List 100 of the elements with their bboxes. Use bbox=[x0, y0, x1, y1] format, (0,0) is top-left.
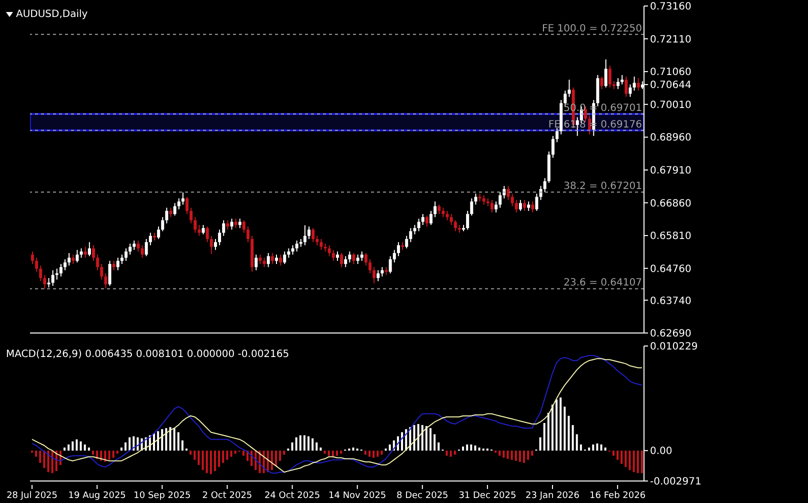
candlestick bbox=[372, 266, 376, 284]
candlestick bbox=[466, 210, 470, 230]
bar bbox=[640, 450, 643, 474]
candlestick bbox=[523, 199, 526, 212]
candlestick bbox=[600, 76, 604, 90]
candlestick bbox=[266, 252, 270, 268]
bar bbox=[177, 432, 180, 451]
bar bbox=[316, 442, 318, 451]
y-tick-label: 0.68960 bbox=[650, 132, 692, 144]
bar bbox=[88, 448, 90, 451]
bar bbox=[274, 450, 277, 466]
candlestick bbox=[51, 270, 54, 286]
bar bbox=[332, 450, 334, 457]
y-tick-label: 0.65810 bbox=[650, 231, 692, 242]
candlestick bbox=[161, 216, 164, 232]
candlestick bbox=[624, 76, 628, 98]
bar bbox=[620, 450, 623, 464]
bar bbox=[518, 450, 521, 462]
bar bbox=[616, 450, 619, 460]
candlestick bbox=[535, 193, 538, 212]
bar bbox=[303, 435, 306, 451]
bar bbox=[527, 450, 530, 460]
bar bbox=[580, 444, 582, 451]
bar bbox=[190, 450, 192, 455]
bar bbox=[438, 442, 440, 451]
bar bbox=[624, 450, 627, 467]
candlestick bbox=[470, 198, 474, 216]
bar bbox=[352, 448, 354, 451]
candlestick bbox=[218, 229, 222, 246]
candlestick bbox=[425, 215, 428, 227]
candlestick bbox=[588, 115, 592, 135]
candlestick bbox=[356, 254, 360, 264]
candlestick bbox=[234, 218, 238, 229]
bar bbox=[470, 444, 472, 451]
x-tick-label: 24 Oct 2025 bbox=[264, 491, 320, 501]
bar bbox=[372, 450, 375, 458]
y-tick-label: 0.70010 bbox=[650, 100, 692, 111]
bar bbox=[68, 444, 70, 451]
candlestick bbox=[434, 201, 437, 218]
candlestick bbox=[320, 238, 323, 250]
candlestick bbox=[214, 238, 217, 250]
candlestick bbox=[316, 235, 319, 246]
x-tick-label: 23 Jan 2026 bbox=[526, 491, 580, 501]
y-tick-label: -0.002971 bbox=[650, 476, 702, 488]
y-tick-label: 0.010229 bbox=[650, 342, 698, 353]
bar bbox=[39, 450, 42, 463]
candlestick bbox=[344, 256, 348, 268]
candlestick bbox=[270, 252, 274, 264]
candlestick bbox=[108, 260, 112, 286]
bar bbox=[157, 431, 160, 451]
bar bbox=[450, 450, 452, 457]
candlestick bbox=[413, 224, 416, 235]
bar bbox=[510, 450, 513, 460]
y-tick-label: 0.71060 bbox=[650, 67, 692, 78]
bar bbox=[234, 450, 236, 454]
bar bbox=[218, 450, 220, 467]
x-tick-label: 8 Dec 2025 bbox=[396, 491, 448, 501]
chart-title: MACD(12,26,9) 0.006435 0.008101 0.000000 -0.002165 bbox=[6, 349, 290, 360]
bar bbox=[340, 450, 342, 454]
x-tick-label: 19 Aug 2025 bbox=[68, 491, 126, 501]
x-tick-label: 14 Nov 2025 bbox=[328, 491, 386, 501]
candlestick bbox=[543, 178, 546, 193]
candlestick bbox=[380, 266, 384, 277]
bar bbox=[206, 450, 208, 474]
candlestick bbox=[502, 185, 506, 199]
candlestick bbox=[72, 254, 75, 264]
candlestick bbox=[494, 201, 498, 213]
candlestick bbox=[396, 242, 400, 257]
y-tick-label: 0.73160 bbox=[650, 2, 692, 13]
candlestick bbox=[446, 210, 449, 221]
ref-line-label: FE 100.0 = 0.72250 bbox=[542, 23, 642, 34]
bar bbox=[173, 428, 176, 451]
candlestick bbox=[498, 192, 502, 208]
bar bbox=[202, 450, 204, 470]
bar bbox=[312, 438, 314, 451]
y-tick-label: 0.66860 bbox=[650, 198, 692, 210]
candlestick bbox=[308, 226, 311, 240]
bar bbox=[588, 448, 590, 451]
bar bbox=[462, 446, 464, 451]
candlestick bbox=[291, 244, 294, 256]
x-tick-label: 2 Oct 2025 bbox=[202, 491, 252, 501]
candlestick bbox=[202, 224, 205, 235]
candlestick bbox=[100, 263, 104, 280]
bar bbox=[380, 450, 383, 455]
bar bbox=[498, 450, 501, 456]
candlestick bbox=[96, 254, 100, 271]
candlestick bbox=[112, 260, 116, 271]
x-tick-label: 10 Sep 2025 bbox=[134, 491, 191, 501]
bar bbox=[592, 444, 594, 451]
bar bbox=[283, 450, 286, 455]
candlestick bbox=[68, 252, 71, 266]
candlestick bbox=[474, 193, 478, 206]
bar bbox=[388, 444, 391, 451]
candlestick bbox=[31, 250, 34, 264]
candlestick bbox=[230, 218, 234, 230]
bar bbox=[556, 399, 558, 451]
candlestick bbox=[262, 257, 266, 268]
bar bbox=[328, 450, 330, 456]
candlestick bbox=[254, 254, 258, 271]
candlestick bbox=[409, 228, 412, 243]
